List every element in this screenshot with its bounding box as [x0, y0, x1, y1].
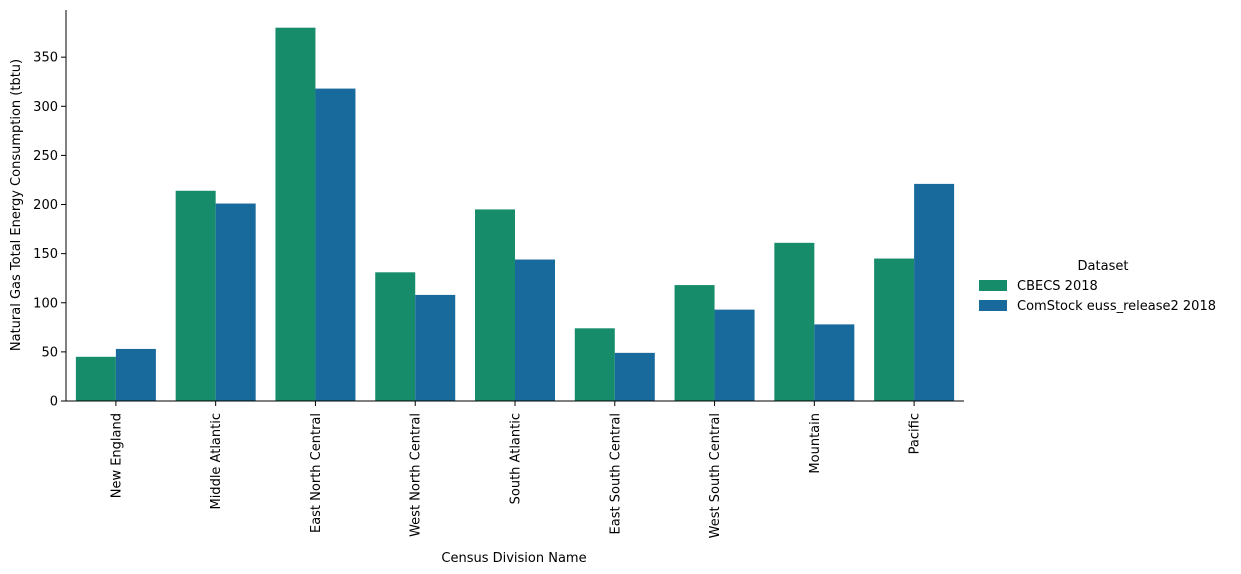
bars-group — [75, 27, 955, 402]
x-tick-label: New England — [109, 413, 124, 498]
bar-pacific-series-1 — [874, 258, 915, 401]
x-tick-label: East North Central — [309, 413, 324, 533]
legend-swatch — [979, 300, 1007, 311]
bar-new-england-series-1 — [75, 356, 116, 401]
bar-pacific-series-2 — [914, 183, 955, 401]
y-tick-label: 350 — [33, 51, 58, 66]
bar-mountain-series-1 — [774, 242, 815, 401]
bar-south-atlantic-series-2 — [515, 259, 555, 401]
legend-title: Dataset — [1078, 259, 1129, 274]
bar-middle-atlantic-series-1 — [175, 190, 216, 401]
x-tick-label: East South Central — [608, 413, 623, 534]
y-axis-label: Natural Gas Total Energy Consumption (tb… — [9, 59, 24, 351]
bar-west-north-central-series-2 — [415, 294, 456, 401]
x-tick-label: Middle Atlantic — [209, 413, 224, 510]
x-tick-label: Mountain — [808, 413, 823, 474]
y-tick-label: 250 — [33, 149, 58, 164]
legend-swatch — [979, 280, 1007, 291]
y-tick-label: 300 — [33, 100, 58, 115]
bar-west-south-central-series-1 — [674, 285, 715, 401]
y-tick-label: 100 — [33, 296, 58, 311]
x-axis: New England Middle Atlantic East North Cen… — [66, 400, 964, 538]
y-tick-label: 150 — [33, 247, 58, 262]
x-tick-label: West North Central — [409, 413, 424, 537]
legend-label: CBECS 2018 — [1017, 279, 1098, 294]
bar-south-atlantic-series-1 — [475, 209, 515, 401]
legend-label: ComStock euss_release2 2018 — [1017, 299, 1216, 314]
bar-east-south-central-series-2 — [614, 352, 655, 401]
y-tick-label: 200 — [33, 198, 58, 213]
x-tick-label: South Atlantic — [509, 413, 524, 504]
bar-east-north-central-series-1 — [275, 27, 316, 402]
y-tick-label: 0 — [50, 395, 58, 410]
bar-middle-atlantic-series-2 — [215, 203, 256, 401]
bar-west-north-central-series-1 — [375, 272, 416, 401]
legend: Dataset CBECS 2018 ComStock euss_release2… — [979, 259, 1216, 314]
bar-east-north-central-series-2 — [315, 88, 356, 402]
y-tick-label: 50 — [41, 345, 58, 360]
bar-new-england-series-2 — [115, 348, 156, 401]
bar-west-south-central-series-2 — [714, 309, 755, 401]
x-axis-label: Census Division Name — [441, 551, 586, 566]
bar-mountain-series-2 — [814, 324, 855, 401]
x-tick-label: West South Central — [708, 413, 723, 538]
y-axis: 0 50 100 150 200 250 300 350 — [33, 10, 67, 410]
x-tick-label: Pacific — [908, 413, 923, 454]
bar-east-south-central-series-1 — [574, 328, 615, 401]
